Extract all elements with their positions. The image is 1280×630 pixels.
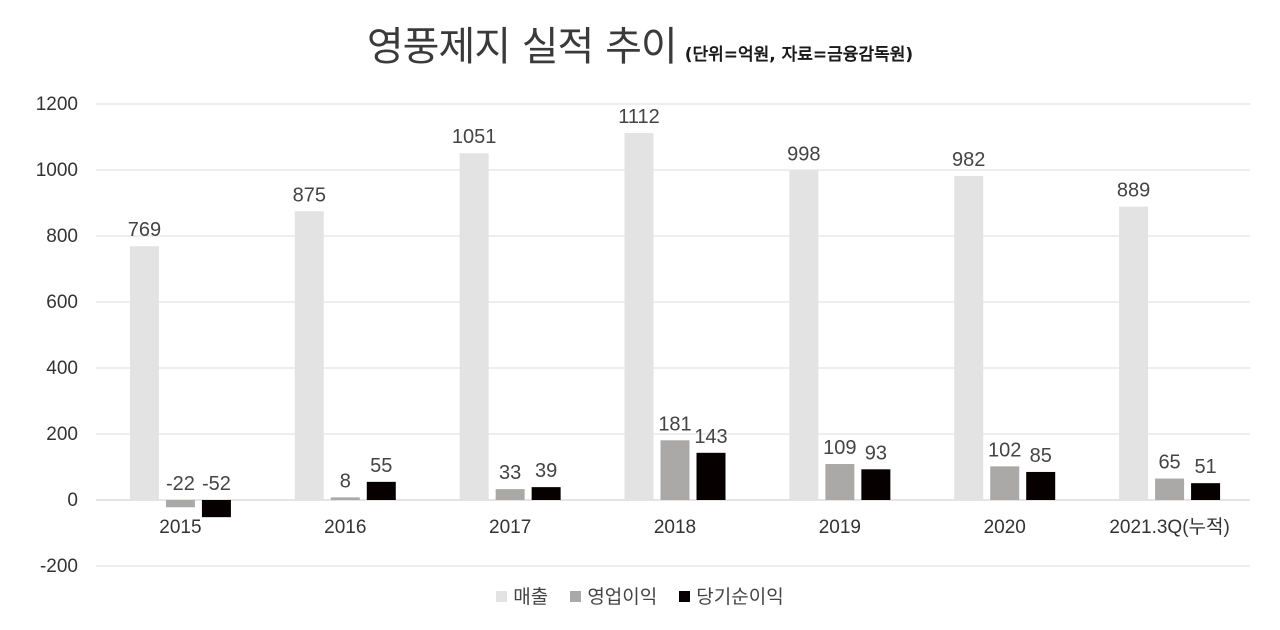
x-category-label: 2015 (159, 517, 201, 538)
bar-revenue-2016 (294, 211, 324, 500)
bar-net-income-2016 (366, 481, 396, 500)
data-label-operating-profit-2015: -22 (166, 473, 195, 495)
y-tick-label: 400 (46, 358, 78, 379)
legend-swatch-revenue (496, 591, 508, 602)
x-category-label: 2021.3Q(누적) (1109, 516, 1230, 538)
data-label-revenue-2015: 769 (128, 219, 161, 241)
chart-legend: 매출 영업이익 당기순이익 (0, 582, 1280, 609)
data-label-net-income-2015: -52 (202, 473, 231, 495)
bar-net-income-2015 (201, 500, 231, 518)
data-label-net-income-2019: 93 (865, 442, 887, 464)
legend-label-revenue: 매출 (513, 586, 549, 608)
chart-subtitle: (단위=억원, 자료=금융감독원) (684, 45, 914, 65)
bar-operating-profit-2015 (165, 500, 195, 508)
bar-revenue-2017 (459, 153, 489, 501)
data-label-operating-profit-2018: 181 (658, 413, 691, 435)
bar-operating-profit-2020 (990, 466, 1020, 500)
data-label-net-income-2021-3q: 51 (1194, 456, 1216, 478)
data-label-net-income-2016: 55 (370, 455, 392, 477)
chart-title: 영풍제지 실적 추이 (366, 24, 678, 70)
data-label-revenue-2019: 998 (787, 144, 820, 166)
bar-net-income-2020 (1026, 471, 1056, 500)
bar-revenue-2018 (624, 133, 654, 501)
y-tick-label: 1200 (36, 94, 78, 115)
data-label-net-income-2017: 39 (535, 460, 557, 482)
data-label-net-income-2018: 143 (694, 426, 727, 448)
data-label-operating-profit-2017: 33 (499, 462, 521, 484)
bar-net-income-2019 (861, 469, 891, 500)
bar-operating-profit-2019 (825, 464, 855, 500)
data-label-operating-profit-2021-3q: 65 (1158, 452, 1180, 474)
data-label-revenue-2017: 1051 (452, 126, 497, 148)
y-tick-label: 600 (46, 292, 78, 313)
data-label-operating-profit-2016: 8 (340, 470, 351, 492)
y-tick-label: 0 (67, 490, 78, 511)
bar-net-income-2017 (531, 487, 561, 500)
chart-title-block: 영풍제지 실적 추이 (단위=억원, 자료=금융감독원) (0, 14, 1280, 72)
bar-revenue-2020 (954, 175, 984, 500)
x-category-label: 2016 (324, 517, 366, 538)
bar-operating-profit-2016 (330, 497, 360, 500)
bar-operating-profit-2018 (660, 440, 690, 500)
bar-operating-profit-2021-3q (1155, 478, 1185, 500)
data-label-operating-profit-2020: 102 (988, 439, 1021, 461)
bar-net-income-2021-3q (1191, 483, 1221, 500)
bar-net-income-2018 (696, 452, 726, 500)
data-label-revenue-2020: 982 (952, 149, 985, 171)
legend-item-net-income: 당기순이익 (679, 582, 784, 609)
x-category-label: 2017 (489, 517, 531, 538)
data-label-revenue-2021-3q: 889 (1117, 180, 1150, 202)
y-tick-label: 1000 (36, 160, 78, 181)
legend-label-net-income: 당기순이익 (696, 586, 784, 608)
x-category-label: 2020 (984, 517, 1026, 538)
bar-revenue-2019 (789, 170, 819, 500)
data-label-operating-profit-2019: 109 (823, 437, 856, 459)
y-tick-label: 800 (46, 226, 78, 247)
x-category-label: 2019 (819, 517, 861, 538)
x-category-label: 2018 (654, 517, 696, 538)
data-label-revenue-2016: 875 (293, 184, 326, 206)
y-tick-label: 200 (46, 424, 78, 445)
legend-item-revenue: 매출 (496, 582, 548, 609)
legend-swatch-operating-profit (570, 591, 582, 602)
legend-label-operating-profit: 영업이익 (587, 586, 658, 608)
legend-swatch-net-income (679, 591, 691, 602)
data-label-revenue-2018: 1112 (618, 106, 660, 128)
bar-revenue-2021-3q (1119, 206, 1149, 500)
bar-operating-profit-2017 (495, 489, 525, 500)
bar-revenue-2015 (129, 246, 159, 500)
y-tick-label: -200 (40, 556, 78, 577)
legend-item-operating-profit: 영업이익 (570, 582, 657, 609)
data-label-net-income-2020: 85 (1030, 445, 1052, 467)
